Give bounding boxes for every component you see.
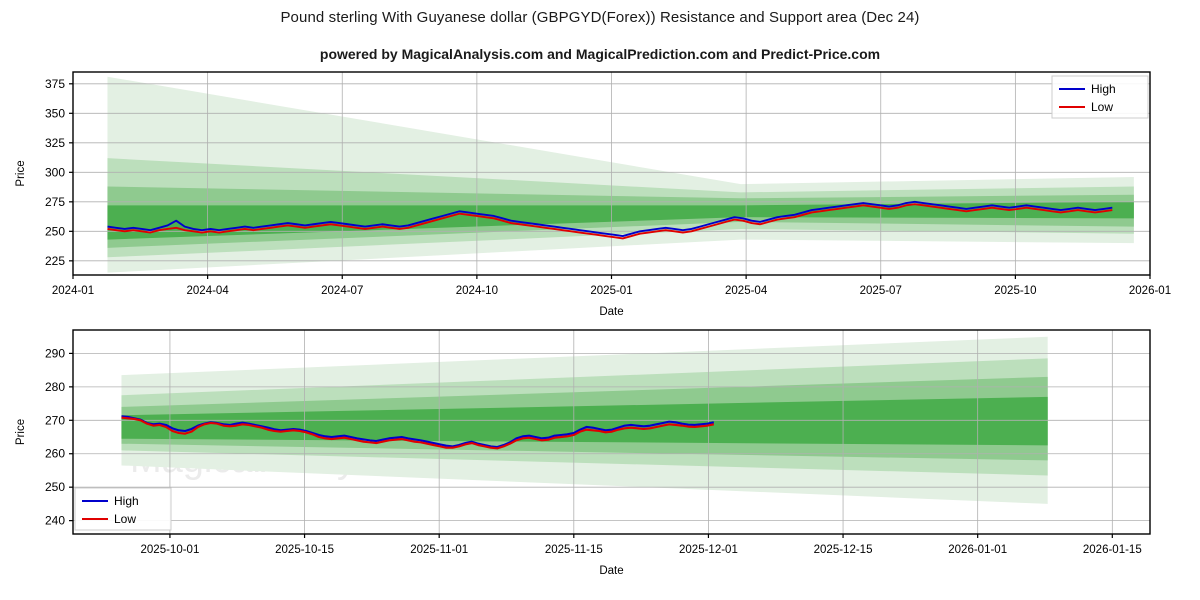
- x-tick-label: 2025-11-15: [545, 544, 603, 556]
- y-tick-label: 280: [45, 380, 65, 394]
- y-axis-title: Price: [15, 419, 27, 445]
- series-line-low: [121, 416, 715, 450]
- x-tick-label: 2026-01-15: [1083, 544, 1142, 556]
- x-tick-label: 2025-04: [725, 285, 768, 297]
- series-line-low: [107, 203, 1113, 240]
- y-tick-label: 275: [45, 195, 65, 209]
- x-axis-title: Date: [599, 306, 623, 318]
- resistance-support-bands: [107, 76, 1134, 273]
- y-tick-label: 325: [45, 136, 65, 150]
- x-tick-label: 2024-01: [52, 285, 94, 297]
- x-tick-label: 2025-01: [590, 285, 632, 297]
- x-axis-title: Date: [599, 565, 623, 577]
- x-tick-label: 2025-07: [860, 285, 902, 297]
- legend: High Low: [1051, 75, 1149, 119]
- x-tick-label: 2026-01-01: [948, 544, 1007, 556]
- x-tick-label: 2025-12-01: [679, 544, 738, 556]
- page-subtitle: powered by MagicalAnalysis.com and Magic…: [319, 46, 881, 62]
- y-tick-label: 270: [45, 413, 65, 427]
- y-tick-label: 250: [45, 480, 65, 494]
- legend-label-high: High: [114, 494, 139, 508]
- x-tick-label: 2025-10: [994, 285, 1036, 297]
- series-line-high: [107, 200, 1113, 238]
- band-core: [121, 396, 1048, 446]
- y-tick-label: 250: [45, 224, 65, 238]
- legend-label-high: High: [1091, 82, 1116, 96]
- x-tick-label: 2024-10: [456, 285, 498, 297]
- lower-chart-panel: MagicalAnalysis.comMagicalPrediction.com…: [0, 322, 1200, 600]
- legend: High Low: [74, 487, 172, 531]
- y-tick-label: 300: [45, 165, 65, 179]
- x-tick-label: 2025-10-15: [275, 544, 334, 556]
- x-tick-label: 2024-04: [187, 285, 230, 297]
- band-core: [107, 201, 1134, 240]
- y-tick-label: 260: [45, 447, 65, 461]
- y-tick-label: 375: [45, 77, 65, 91]
- x-tick-label: 2025-12-15: [814, 544, 873, 556]
- x-tick-label: 2025-11-01: [410, 544, 468, 556]
- legend-label-low: Low: [1091, 100, 1113, 114]
- y-tick-label: 290: [45, 346, 65, 360]
- x-tick-label: 2025-10-01: [141, 544, 200, 556]
- page-title: Pound sterling With Guyanese dollar (GBP…: [280, 9, 920, 26]
- legend-label-low: Low: [114, 512, 136, 526]
- x-tick-label: 2026-01: [1129, 285, 1171, 297]
- y-tick-label: 350: [45, 106, 65, 120]
- y-axis-title: Price: [15, 160, 27, 186]
- upper-chart-svg: MagicalAnalysis.comMagicalPrediction.com…: [15, 71, 1171, 318]
- upper-chart-panel: MagicalAnalysis.comMagicalPrediction.com…: [0, 62, 1200, 322]
- x-tick-label: 2024-07: [321, 285, 363, 297]
- y-tick-label: 240: [45, 514, 65, 528]
- y-tick-label: 225: [45, 254, 65, 268]
- lower-chart-svg: MagicalAnalysis.comMagicalPrediction.com…: [15, 329, 1151, 577]
